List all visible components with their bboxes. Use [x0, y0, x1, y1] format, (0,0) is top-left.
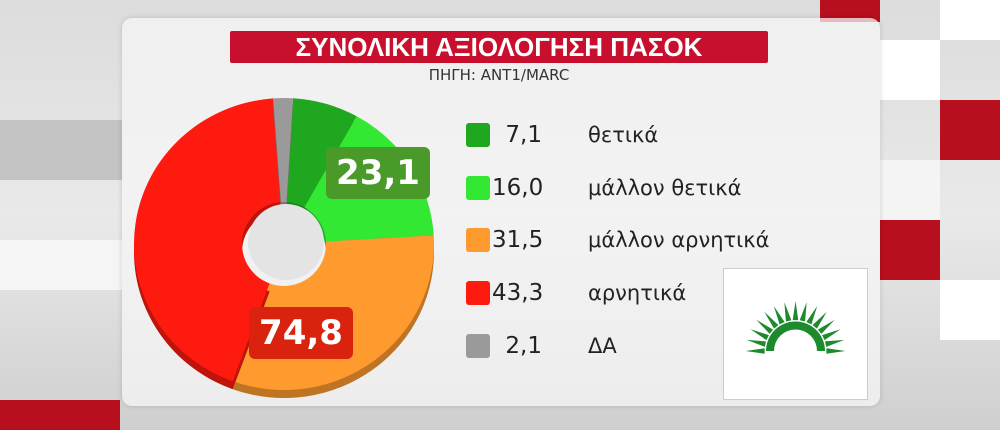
legend-item: 7,1 θετικά	[466, 120, 866, 150]
bg-square	[880, 160, 940, 220]
legend-label: ΔΑ	[588, 334, 617, 358]
sun-ray	[745, 348, 765, 354]
donut-slice	[134, 98, 281, 382]
bg-square	[0, 120, 122, 180]
legend-label: αρνητικά	[588, 281, 687, 305]
sun-ray	[812, 311, 827, 329]
sun-ray	[799, 302, 807, 322]
legend-value: 2,1	[505, 333, 542, 359]
legend-item: 16,0 μάλλον θετικά	[466, 173, 866, 203]
sun-ray	[750, 329, 769, 341]
legend-swatch	[466, 334, 490, 358]
sun-ray	[773, 305, 785, 325]
donut-slice	[286, 98, 357, 208]
bg-square	[940, 280, 1000, 340]
label-positive-total: 23,1	[326, 147, 430, 199]
legend-value: 16,0	[492, 175, 544, 201]
bg-square	[940, 0, 1000, 40]
legend-swatch	[466, 123, 490, 147]
legend-value: 31,5	[492, 227, 544, 253]
sun-ray	[822, 329, 841, 341]
legend-swatch	[466, 228, 490, 252]
legend-label: μάλλον αρνητικά	[588, 228, 770, 252]
bg-square	[880, 220, 940, 280]
chart-title: ΣΥΝΟΛΙΚΗ ΑΞΙΟΛΟΓΗΣΗ ΠΑΣΟΚ	[230, 31, 768, 63]
legend-item: 43,3 αρνητικά	[466, 278, 866, 308]
legend-label: μάλλον θετικά	[588, 176, 742, 200]
bg-square	[0, 400, 120, 430]
label-negative-total: 74,8	[249, 307, 353, 359]
legend-item: 2,1 ΔΑ	[466, 331, 866, 361]
bg-square	[0, 240, 122, 290]
sun-ray	[824, 339, 845, 347]
chart-source: ΠΗΓΗ: ANT1/MARC	[428, 66, 570, 84]
sun-icon	[745, 301, 846, 354]
sun-ray	[756, 319, 774, 334]
sun-ray	[784, 302, 792, 322]
bg-square	[820, 0, 880, 22]
sun-ray	[792, 301, 799, 321]
legend-value: 43,3	[492, 280, 544, 306]
sun-ray	[764, 311, 779, 329]
legend-swatch	[466, 176, 490, 200]
donut-hole	[248, 204, 324, 280]
legend-value: 7,1	[505, 122, 542, 148]
sun-ray	[817, 319, 835, 334]
bg-square	[880, 40, 940, 100]
legend-label: θετικά	[588, 123, 659, 147]
legend-swatch	[466, 281, 490, 305]
pasok-logo	[723, 268, 868, 400]
sun-ray	[806, 305, 818, 325]
bg-square	[940, 100, 1000, 160]
sun-ray	[826, 348, 846, 354]
donut-slice	[273, 98, 293, 203]
sun-ray	[746, 339, 767, 347]
legend-item: 31,5 μάλλον αρνητικά	[466, 225, 866, 255]
